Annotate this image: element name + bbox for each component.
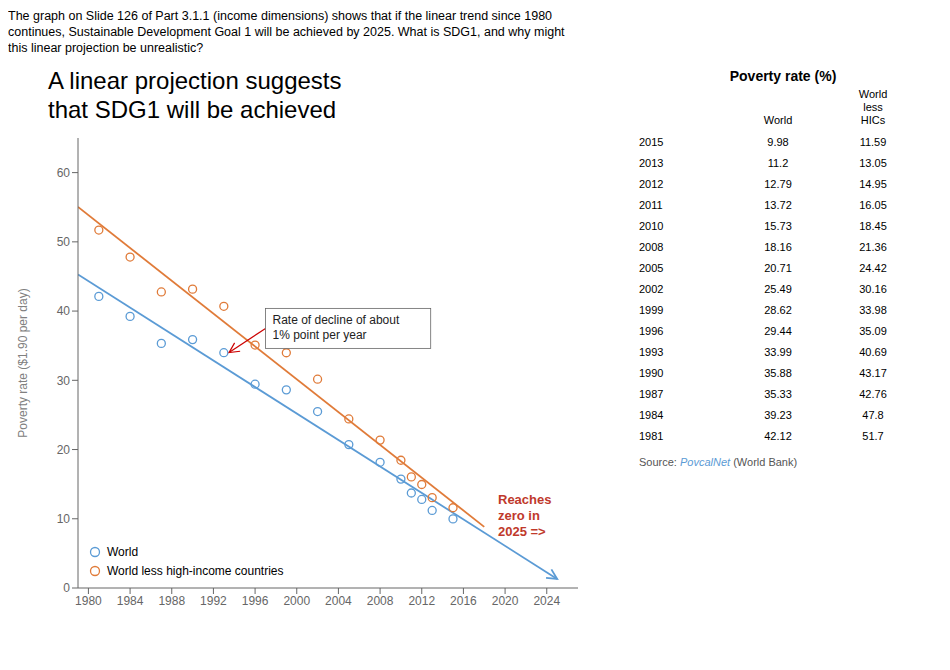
html-text:18.45: 18.45 (859, 219, 887, 232)
html-text:Source: PovcalNet (World Bank): Source: PovcalNet (World Bank) (639, 456, 798, 468)
html-text:11.2: 11.2 (767, 156, 789, 169)
svg-text:60: 60 (57, 166, 71, 180)
html-text:1987: 1987 (639, 387, 664, 400)
svg-text:2016: 2016 (450, 594, 477, 608)
html-text:33.98: 33.98 (859, 303, 887, 316)
html-text:21.36: 21.36 (859, 240, 887, 253)
svg-text:1984: 1984 (117, 594, 144, 608)
html-text:1984: 1984 (639, 408, 664, 421)
html-text:1996: 1996 (639, 324, 664, 337)
svg-text:1992: 1992 (200, 594, 227, 608)
svg-text:2024: 2024 (533, 594, 560, 608)
html-text:2012: 2012 (639, 177, 664, 190)
html-text:43.17: 43.17 (859, 366, 887, 379)
html-text:Poverty rate (%): Poverty rate (%) (729, 68, 837, 84)
html-text:2008: 2008 (639, 240, 664, 253)
html-text:13.05: 13.05 (859, 156, 887, 169)
html-text:11.59: 11.59 (859, 135, 887, 148)
svg-text:40: 40 (57, 304, 71, 318)
html-text:World: World (107, 544, 139, 559)
html-text:20.71: 20.71 (764, 261, 792, 274)
html-text:Reaches zero in 2025 =>: Reaches zero in 2025 => (498, 492, 552, 539)
html-text:12.79: 12.79 (764, 177, 792, 190)
html-text:40.69: 40.69 (859, 345, 887, 358)
svg-text:1988: 1988 (158, 594, 185, 608)
html-text:28.62: 28.62 (764, 303, 792, 316)
html-text:2002: 2002 (639, 282, 664, 295)
html-text:World less HICs: World less HICs (858, 88, 888, 126)
html-text:World less high-income countri: World less high-income countries (107, 563, 284, 578)
html-text:13.72: 13.72 (764, 198, 792, 211)
html-text:42.12: 42.12 (764, 429, 792, 442)
svg-text:Poverty rate ($1.90 per day): Poverty rate ($1.90 per day) (16, 288, 30, 437)
html-text:51.7: 51.7 (862, 429, 884, 442)
svg-text:1% point per year: 1% point per year (273, 328, 367, 342)
svg-text:1980: 1980 (75, 594, 102, 608)
html-text:World: World (763, 114, 793, 126)
svg-text:2008: 2008 (367, 594, 394, 608)
html-text:35.33: 35.33 (764, 387, 792, 400)
html-text:2011: 2011 (639, 198, 663, 211)
svg-text:0: 0 (63, 581, 70, 595)
html-text:35.09: 35.09 (859, 324, 887, 337)
html-text:1990: 1990 (639, 366, 664, 379)
svg-text:2020: 2020 (492, 594, 519, 608)
html-text:2005: 2005 (639, 261, 664, 274)
html-text:29.44: 29.44 (764, 324, 792, 337)
svg-text:2004: 2004 (325, 594, 352, 608)
svg-text:50: 50 (57, 235, 71, 249)
svg-text:30: 30 (57, 374, 71, 388)
html-text:42.76: 42.76 (859, 387, 887, 400)
svg-text:20: 20 (57, 443, 71, 457)
html-text:2010: 2010 (639, 219, 664, 232)
html-text:The graph on Slide 126 of Part: The graph on Slide 126 of Part 3.1.1 (in… (8, 9, 565, 55)
html-text:1981: 1981 (639, 429, 664, 442)
html-text:33.99: 33.99 (764, 345, 792, 358)
html-text:35.88: 35.88 (764, 366, 792, 379)
html-text:15.73: 15.73 (764, 219, 792, 232)
svg-text:2012: 2012 (408, 594, 435, 608)
svg-text:Rate of decline of about: Rate of decline of about (273, 313, 400, 327)
html-text:18.16: 18.16 (764, 240, 792, 253)
html-text:47.8: 47.8 (862, 408, 884, 421)
html-text:2015: 2015 (639, 135, 664, 148)
html-text:25.49: 25.49 (764, 282, 792, 295)
html-text:16.05: 16.05 (859, 198, 887, 211)
html-text:39.23: 39.23 (764, 408, 792, 421)
html-text:24.42: 24.42 (859, 261, 887, 274)
svg-text:1996: 1996 (242, 594, 269, 608)
html-text:14.95: 14.95 (859, 177, 887, 190)
html-text:9.98: 9.98 (767, 135, 789, 148)
svg-text:2000: 2000 (283, 594, 310, 608)
html-text:A linear projection suggests t: A linear projection suggests that SDG1 w… (48, 67, 342, 123)
svg-text:10: 10 (57, 512, 71, 526)
html-text:1993: 1993 (639, 345, 664, 358)
html-text:1999: 1999 (639, 303, 664, 316)
html-text:2013: 2013 (639, 156, 664, 169)
html-text:30.16: 30.16 (859, 282, 887, 295)
